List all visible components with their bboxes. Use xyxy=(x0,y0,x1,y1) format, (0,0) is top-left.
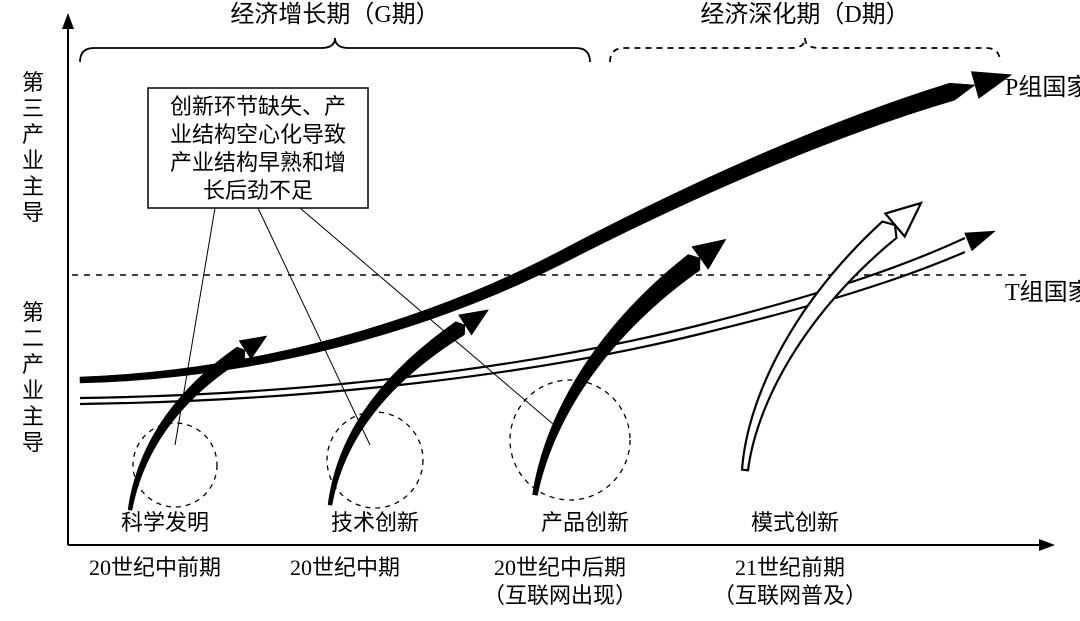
svg-text:第: 第 xyxy=(22,300,44,325)
svg-text:业: 业 xyxy=(22,148,44,173)
svg-text:导: 导 xyxy=(22,200,44,225)
svg-text:20世纪中期: 20世纪中期 xyxy=(290,555,400,580)
innovation-label-0: 科学发明 xyxy=(121,510,209,535)
annotation-box: 创新环节缺失、产业结构空心化导致产业结构早熟和增长后劲不足 xyxy=(148,88,368,208)
t-group-label: T组国家 xyxy=(1005,279,1080,306)
svg-text:导: 导 xyxy=(22,430,44,455)
svg-text:三: 三 xyxy=(22,96,44,121)
svg-text:创新环节缺失、产: 创新环节缺失、产 xyxy=(170,94,346,119)
svg-text:业: 业 xyxy=(22,378,44,403)
innovation-label-3: 模式创新 xyxy=(751,510,839,535)
svg-text:（互联网出现）: （互联网出现） xyxy=(483,583,637,608)
svg-text:产业结构早熟和增: 产业结构早熟和增 xyxy=(170,150,346,175)
svg-text:主: 主 xyxy=(22,404,44,429)
innovation-label-1: 技术创新 xyxy=(331,510,419,535)
svg-text:（互联网普及）: （互联网普及） xyxy=(713,583,867,608)
p-group-label: P组国家 xyxy=(1005,74,1080,101)
svg-text:产: 产 xyxy=(22,122,44,147)
x-label-0: 20世纪中前期 xyxy=(89,555,221,580)
svg-text:第: 第 xyxy=(22,70,44,95)
x-label-1: 20世纪中期 xyxy=(290,555,400,580)
y-label-tertiary-industry: 第三产业主导 xyxy=(22,70,44,225)
svg-text:长后劲不足: 长后劲不足 xyxy=(203,178,313,203)
brace-growth-period-label: 经济增长期（G期） xyxy=(230,1,439,28)
svg-text:20世纪中后期: 20世纪中后期 xyxy=(494,555,626,580)
svg-text:21世纪前期: 21世纪前期 xyxy=(735,555,845,580)
svg-text:产: 产 xyxy=(22,352,44,377)
svg-text:主: 主 xyxy=(22,174,44,199)
y-label-secondary-industry: 第二产业主导 xyxy=(22,300,44,455)
brace-deepen-period-label: 经济深化期（D期） xyxy=(700,1,909,28)
svg-text:二: 二 xyxy=(22,326,44,351)
innovation-label-2: 产品创新 xyxy=(541,510,629,535)
svg-text:业结构空心化导致: 业结构空心化导致 xyxy=(170,122,346,147)
svg-text:20世纪中前期: 20世纪中前期 xyxy=(89,555,221,580)
